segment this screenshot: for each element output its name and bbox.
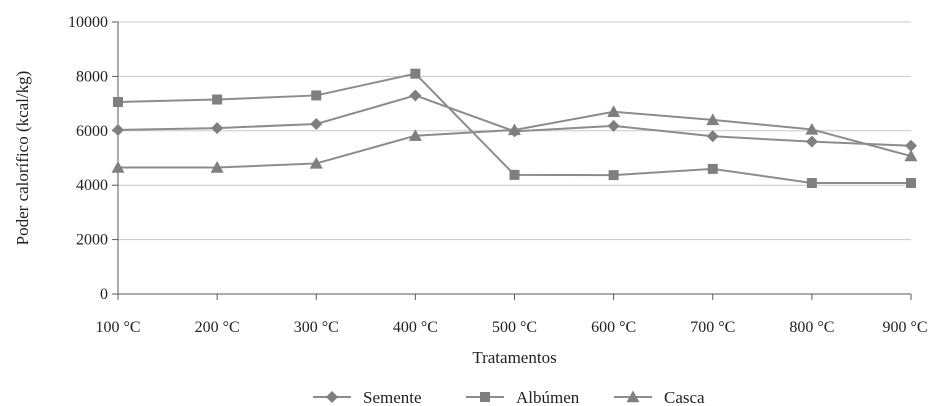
series-line-semente bbox=[117, 94, 912, 147]
data-point-alb-men bbox=[410, 68, 421, 79]
y-tick-label: 10000 bbox=[68, 14, 108, 31]
x-axis-title: Tratamentos bbox=[472, 348, 556, 367]
series-group bbox=[111, 68, 918, 189]
x-tick-label: 700 °C bbox=[690, 319, 735, 336]
y-tick-label: 4000 bbox=[76, 177, 108, 194]
y-tick-label: 0 bbox=[100, 286, 108, 303]
x-tick-label: 500 °C bbox=[492, 319, 537, 336]
x-tick-label: 900 °C bbox=[882, 319, 927, 336]
axes bbox=[117, 22, 911, 295]
series-casca bbox=[111, 105, 918, 173]
data-point-alb-men bbox=[212, 94, 223, 105]
data-point-semente bbox=[805, 135, 818, 148]
data-point-semente bbox=[310, 118, 323, 130]
y-axis-title: Poder calorífico (kcal/kg) bbox=[13, 71, 32, 246]
data-point-casca bbox=[210, 161, 224, 173]
data-point-casca bbox=[706, 113, 720, 126]
legend-item-semente: Semente bbox=[313, 388, 422, 406]
y-tick-label: 6000 bbox=[76, 123, 108, 140]
series-alb-men bbox=[113, 68, 916, 189]
legend-label: Semente bbox=[363, 388, 422, 406]
data-point-casca bbox=[805, 122, 819, 135]
data-point-semente bbox=[211, 122, 224, 135]
legend-marker-alb-men bbox=[480, 392, 490, 402]
x-tick-label: 400 °C bbox=[393, 319, 438, 336]
legend-item-alb-men: Albúmen bbox=[466, 388, 580, 406]
data-point-alb-men bbox=[906, 178, 916, 189]
data-point-casca bbox=[904, 149, 918, 162]
y-axis-ticks: 0 2000 4000 6000 8000 10000 bbox=[68, 14, 118, 303]
data-point-semente bbox=[706, 130, 719, 143]
data-point-alb-men bbox=[707, 163, 718, 174]
data-point-alb-men bbox=[311, 90, 322, 101]
data-point-alb-men bbox=[113, 96, 123, 107]
y-tick-label: 8000 bbox=[76, 68, 108, 85]
data-point-alb-men bbox=[608, 170, 619, 181]
data-point-casca bbox=[607, 105, 621, 117]
x-axis-ticks: 100 °C 200 °C 300 °C 400 °C 500 °C 600 °C 700 … bbox=[95, 294, 928, 336]
x-tick-label: 100 °C bbox=[95, 319, 140, 336]
data-point-casca bbox=[309, 156, 323, 169]
data-point-semente bbox=[607, 119, 620, 132]
data-point-casca bbox=[111, 161, 125, 173]
data-point-casca bbox=[508, 123, 521, 136]
data-point-semente bbox=[112, 123, 124, 136]
data-point-semente bbox=[905, 139, 917, 152]
y-tick-label: 2000 bbox=[76, 232, 108, 249]
data-point-semente bbox=[409, 89, 422, 102]
x-tick-label: 600 °C bbox=[591, 319, 636, 336]
x-tick-label: 800 °C bbox=[789, 319, 834, 336]
legend-label: Casca bbox=[664, 388, 705, 406]
legend-marker-casca bbox=[626, 390, 640, 403]
x-tick-label: 200 °C bbox=[195, 319, 240, 336]
x-tick-label: 300 °C bbox=[294, 319, 339, 336]
data-point-alb-men bbox=[806, 178, 817, 189]
data-point-casca bbox=[408, 129, 422, 141]
legend-item-casca: Casca bbox=[614, 388, 705, 406]
data-point-alb-men bbox=[509, 169, 520, 180]
legend-label: Albúmen bbox=[516, 388, 580, 406]
legend: Semente Albúmen Casca bbox=[313, 388, 705, 406]
legend-marker-semente bbox=[326, 391, 338, 403]
